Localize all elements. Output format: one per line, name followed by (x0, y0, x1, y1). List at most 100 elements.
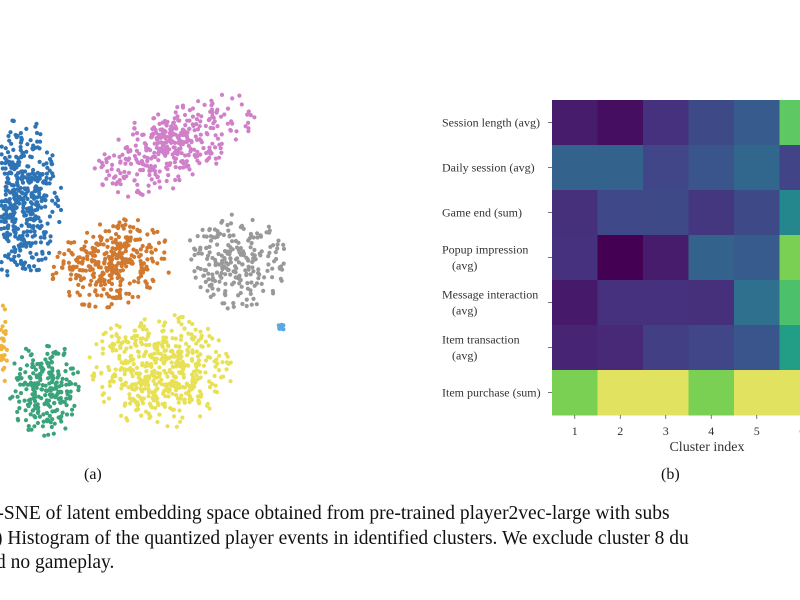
scatter-point (228, 245, 233, 250)
scatter-point (144, 145, 149, 150)
heatmap-cell (779, 145, 800, 191)
scatter-point (248, 113, 253, 118)
scatter-point (33, 189, 38, 194)
scatter-point (106, 294, 111, 299)
scatter-point (159, 377, 164, 382)
scatter-point (276, 238, 281, 243)
scatter-point (56, 371, 61, 376)
scatter-point (219, 375, 224, 380)
scatter-point (119, 413, 124, 418)
scatter-point (12, 254, 17, 259)
scatter-point (126, 340, 131, 345)
scatter-point (73, 382, 78, 387)
scatter-point (111, 373, 116, 378)
scatter-point (198, 132, 203, 137)
scatter-point (181, 165, 186, 170)
scatter-point (109, 334, 114, 339)
scatter-point (15, 180, 20, 185)
scatter-point (12, 361, 17, 366)
scatter-point (155, 396, 160, 401)
scatter-point (187, 108, 192, 113)
scatter-point (107, 305, 112, 310)
scatter-point (0, 324, 5, 329)
scatter-point (208, 151, 213, 156)
scatter-point (5, 175, 10, 181)
scatter-point (129, 353, 134, 358)
scatter-point (162, 401, 167, 406)
scatter-point (149, 390, 154, 395)
scatter-point (110, 181, 115, 186)
figure-caption: t-SNE of latent embedding space obtained… (0, 500, 800, 590)
scatter-point (130, 261, 135, 266)
scatter-point (146, 183, 151, 188)
scatter-point (19, 355, 25, 360)
scatter-point (186, 389, 191, 394)
scatter-point (166, 394, 171, 399)
scatter-point (223, 293, 228, 298)
scatter-point (80, 268, 85, 273)
scatter-point (157, 365, 162, 370)
scatter-point (171, 186, 176, 191)
scatter-point (224, 367, 229, 372)
scatter-point (50, 272, 55, 277)
scatter-point (7, 154, 12, 159)
scatter-point (64, 403, 69, 408)
scatter-point (136, 280, 141, 285)
scatter-point (153, 360, 158, 365)
scatter-point (0, 144, 4, 149)
scatter-point (135, 172, 140, 177)
scatter-point (176, 118, 181, 123)
scatter-point (7, 197, 12, 202)
scatter-point (22, 398, 27, 403)
scatter-point (63, 426, 68, 431)
scatter-point (131, 357, 136, 362)
scatter-point (128, 237, 133, 242)
scatter-point (175, 396, 181, 401)
scatter-point (256, 276, 261, 281)
scatter-point (203, 370, 208, 375)
scatter-point (186, 344, 191, 349)
scatter-point (193, 134, 198, 139)
scatter-point (267, 250, 272, 255)
scatter-point (191, 375, 196, 380)
scatter-point (151, 278, 156, 284)
scatter-point (144, 360, 149, 366)
scatter-point (16, 188, 21, 193)
scatter-point (11, 118, 16, 124)
scatter-point (227, 234, 232, 239)
scatter-point (215, 136, 221, 141)
heatmap-cell (779, 190, 800, 236)
scatter-point (102, 282, 108, 287)
scatter-point (203, 268, 209, 273)
scatter-point (27, 374, 32, 380)
scatter-point (159, 140, 164, 145)
scatter-point (251, 269, 256, 274)
scatter-point (89, 278, 94, 283)
scatter-point (171, 414, 177, 419)
scatter-point (32, 229, 37, 234)
scatter-point (194, 373, 199, 378)
scatter-point (245, 281, 250, 286)
scatter-point (113, 367, 118, 372)
scatter-point (261, 288, 266, 293)
scatter-point (209, 98, 214, 103)
scatter-point (43, 204, 48, 209)
scatter-point (120, 152, 125, 157)
scatter-point (144, 327, 149, 332)
scatter-point (215, 124, 220, 129)
scatter-point (80, 302, 85, 307)
scatter-point (41, 419, 46, 424)
scatter-point (217, 142, 222, 147)
scatter-point (77, 255, 82, 260)
scatter-point (91, 248, 96, 253)
scatter-point (29, 175, 34, 180)
scatter-point (124, 416, 129, 421)
heatmap-cell (597, 280, 644, 326)
scatter-point (119, 366, 124, 371)
scatter-point (257, 272, 262, 277)
scatter-point (3, 319, 8, 324)
scatter-point (28, 412, 33, 417)
scatter-point (143, 279, 148, 284)
scatter-point (255, 231, 260, 236)
caption-line-2: ) Histogram of the quantized player even… (0, 528, 689, 549)
